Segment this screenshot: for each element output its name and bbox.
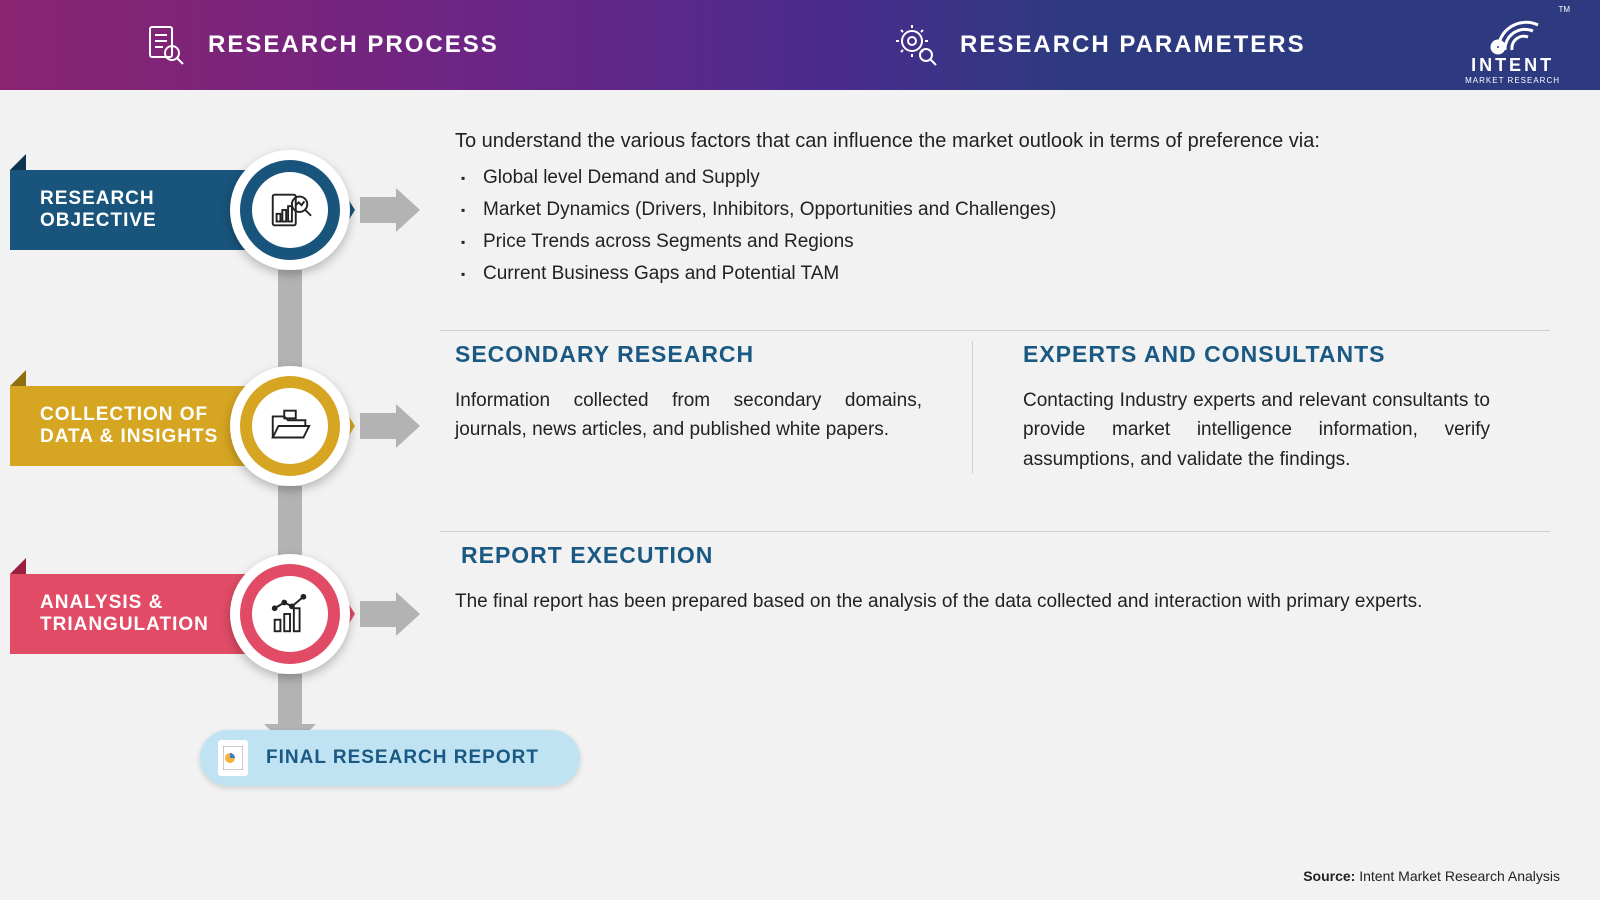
- col-title: EXPERTS AND CONSULTANTS: [1023, 341, 1490, 368]
- logo-tm: TM: [1558, 5, 1570, 14]
- connector-top-2: [278, 301, 302, 367]
- folder-open-icon: [267, 403, 313, 449]
- arrow-right-1: [360, 188, 420, 232]
- col-experts: EXPERTS AND CONSULTANTS Contacting Indus…: [972, 341, 1540, 474]
- step1-intro: To understand the various factors that c…: [455, 130, 1540, 153]
- logo-name: INTENT: [1465, 55, 1560, 76]
- gear-search-icon: [892, 21, 940, 69]
- header-left: RESEARCH PROCESS: [0, 0, 832, 90]
- col-secondary: SECONDARY RESEARCH Information collected…: [455, 341, 972, 474]
- report-doc-icon: [218, 740, 248, 776]
- banner-fold-1: [10, 154, 26, 170]
- step-1: RESEARCH OBJECTIVE To understand the: [0, 120, 1600, 330]
- document-search-icon: [140, 21, 188, 69]
- col-body: Contacting Industry experts and relevant…: [1023, 386, 1490, 474]
- final-label: FINAL RESEARCH REPORT: [266, 747, 539, 769]
- connector-3-final: [278, 674, 302, 724]
- step3-title: REPORT EXECUTION: [461, 542, 1540, 569]
- connector-top-3: [278, 502, 302, 556]
- arrow-right-3: [360, 592, 420, 636]
- step1-bullets: Global level Demand and Supply Market Dy…: [455, 167, 1540, 285]
- banner-fold-3: [10, 558, 26, 574]
- main: RESEARCH OBJECTIVE To understand the: [0, 90, 1600, 712]
- node-2: [230, 366, 350, 486]
- banner-fold-2: [10, 370, 26, 386]
- logo-sub: MARKET RESEARCH: [1465, 76, 1560, 85]
- header: RESEARCH PROCESS RESEARCH PARAMETERS INT…: [0, 0, 1600, 90]
- content-3: REPORT EXECUTION The final report has be…: [455, 532, 1600, 616]
- content-2: SECONDARY RESEARCH Information collected…: [455, 331, 1600, 474]
- logo-icon: [1483, 5, 1543, 55]
- content-1: To understand the various factors that c…: [455, 120, 1600, 295]
- step-2: COLLECTION OF DATA & INSIGHTS SECONDARY …: [0, 331, 1600, 531]
- step3-body: The final report has been prepared based…: [455, 587, 1540, 616]
- bullet: Global level Demand and Supply: [483, 167, 1540, 189]
- node-3: [230, 554, 350, 674]
- col-body: Information collected from secondary dom…: [455, 386, 922, 445]
- final-report-pill: FINAL RESEARCH REPORT: [200, 730, 580, 786]
- header-right: RESEARCH PARAMETERS INTENT MARKET RESEAR…: [832, 0, 1600, 90]
- bullet: Market Dynamics (Drivers, Inhibitors, Op…: [483, 199, 1540, 221]
- header-left-title: RESEARCH PROCESS: [208, 31, 499, 59]
- node-1: [230, 150, 350, 270]
- report-magnify-icon: [267, 187, 313, 233]
- col-title: SECONDARY RESEARCH: [455, 341, 922, 368]
- header-right-title: RESEARCH PARAMETERS: [960, 31, 1306, 59]
- growth-chart-icon: [267, 591, 313, 637]
- bullet: Price Trends across Segments and Regions: [483, 231, 1540, 253]
- logo: INTENT MARKET RESEARCH TM: [1465, 5, 1560, 85]
- source-attribution: Source: Intent Market Research Analysis: [1303, 868, 1560, 884]
- step-3: ANALYSIS & TRIANGULATION: [0, 532, 1600, 712]
- bullet: Current Business Gaps and Potential TAM: [483, 263, 1540, 285]
- arrow-right-2: [360, 404, 420, 448]
